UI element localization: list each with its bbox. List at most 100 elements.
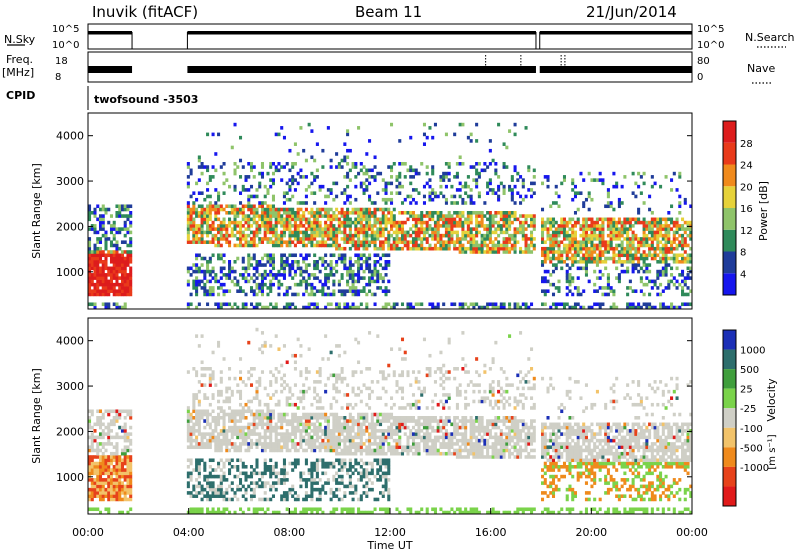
heatmap-cell bbox=[318, 396, 322, 400]
heatmap-cell bbox=[88, 465, 92, 469]
heatmap-cell bbox=[88, 461, 92, 466]
heatmap-cell bbox=[403, 230, 407, 235]
heatmap-cell bbox=[313, 263, 317, 267]
heatmap-cell bbox=[620, 253, 624, 258]
heatmap-cell bbox=[428, 126, 432, 130]
heatmap-cell bbox=[354, 292, 358, 297]
heatmap-cell bbox=[351, 292, 355, 297]
heatmap-cell bbox=[392, 230, 396, 235]
heatmap-cell bbox=[252, 396, 256, 400]
heatmap-cell bbox=[455, 230, 459, 235]
station-title: Inuvik (fitACF) bbox=[92, 3, 198, 21]
heatmap-cell bbox=[368, 253, 372, 258]
heatmap-cell bbox=[475, 240, 479, 244]
heatmap-cell bbox=[230, 435, 234, 440]
heatmap-cell bbox=[351, 240, 355, 244]
heatmap-cell bbox=[274, 422, 278, 427]
heatmap-cell bbox=[120, 269, 124, 274]
heatmap-cell bbox=[318, 207, 322, 212]
heatmap-cell bbox=[104, 481, 108, 485]
heatmap-cell bbox=[571, 279, 575, 284]
heatmap-cell bbox=[129, 286, 133, 290]
heatmap-cell bbox=[98, 269, 103, 274]
heatmap-cell bbox=[601, 217, 605, 222]
heatmap-cell bbox=[241, 406, 245, 410]
heatmap-cell bbox=[678, 260, 682, 264]
heatmap-cell bbox=[554, 230, 558, 235]
heatmap-cell bbox=[263, 386, 267, 391]
heatmap-cell bbox=[244, 438, 248, 443]
heatmap-cell bbox=[631, 230, 635, 235]
heatmap-cell bbox=[530, 237, 534, 241]
heatmap-cell bbox=[532, 181, 536, 186]
heatmap-cell bbox=[318, 445, 322, 449]
heatmap-cell bbox=[239, 220, 243, 225]
heatmap-cell bbox=[129, 214, 133, 218]
heatmap-cell bbox=[274, 445, 278, 449]
heatmap-cell bbox=[315, 487, 319, 492]
heatmap-cell bbox=[206, 292, 210, 297]
heatmap-cell bbox=[532, 227, 536, 231]
heatmap-cell bbox=[255, 292, 259, 297]
heatmap-cell bbox=[101, 292, 105, 297]
heatmap-cell bbox=[381, 227, 385, 231]
heatmap-cell bbox=[313, 158, 317, 163]
heatmap-cell bbox=[88, 227, 92, 231]
heatmap-cell bbox=[225, 178, 229, 182]
heatmap-cell bbox=[351, 243, 355, 248]
heatmap-cell bbox=[324, 448, 328, 453]
heatmap-cell bbox=[230, 269, 234, 274]
heatmap-cell bbox=[274, 471, 278, 476]
heatmap-cell bbox=[433, 122, 437, 127]
heatmap-cell bbox=[524, 233, 528, 238]
heatmap-cell bbox=[453, 302, 457, 307]
heatmap-cell bbox=[650, 243, 654, 248]
heatmap-cell bbox=[543, 250, 547, 254]
heatmap-cell bbox=[274, 305, 278, 310]
heatmap-cell bbox=[497, 305, 501, 310]
heatmap-cell bbox=[192, 211, 196, 215]
heatmap-cell bbox=[387, 230, 391, 235]
heatmap-cell bbox=[115, 494, 119, 498]
heatmap-cell bbox=[392, 217, 396, 222]
heatmap-cell bbox=[222, 357, 226, 361]
heatmap-cell bbox=[455, 237, 459, 241]
heatmap-cell bbox=[271, 204, 275, 209]
heatmap-cell bbox=[483, 214, 487, 218]
heatmap-cell bbox=[203, 487, 207, 492]
heatmap-cell bbox=[480, 233, 484, 238]
heatmap-cell bbox=[263, 276, 267, 280]
heatmap-cell bbox=[562, 302, 567, 307]
heatmap-cell bbox=[115, 256, 119, 261]
heatmap-cell bbox=[112, 455, 116, 459]
heatmap-cell bbox=[217, 286, 221, 290]
heatmap-cell bbox=[329, 165, 333, 169]
heatmap-cell bbox=[252, 507, 256, 512]
heatmap-cell bbox=[90, 256, 94, 261]
heatmap-cell bbox=[494, 230, 498, 235]
heatmap-cell bbox=[343, 289, 347, 293]
heatmap-cell bbox=[249, 243, 254, 248]
heatmap-cell bbox=[310, 478, 314, 482]
heatmap-cell bbox=[346, 220, 350, 225]
heatmap-cell bbox=[260, 220, 265, 225]
heatmap-cell bbox=[197, 224, 201, 228]
heatmap-cell bbox=[211, 276, 215, 280]
heatmap-cell bbox=[269, 484, 273, 489]
heatmap-cell bbox=[310, 481, 314, 485]
heatmap-cell bbox=[96, 289, 100, 293]
heatmap-cell bbox=[598, 224, 602, 228]
heatmap-cell bbox=[573, 260, 577, 264]
heatmap-cell bbox=[252, 204, 256, 209]
heatmap-cell bbox=[241, 435, 245, 440]
heatmap-cell bbox=[417, 214, 421, 218]
heatmap-cell bbox=[258, 237, 262, 241]
heatmap-cell bbox=[123, 227, 127, 231]
heatmap-cell bbox=[354, 289, 358, 293]
heatmap-cell bbox=[648, 220, 652, 225]
heatmap-cell bbox=[645, 237, 649, 241]
heatmap-cell bbox=[88, 276, 92, 280]
heatmap-cell bbox=[123, 273, 127, 277]
heatmap-cell bbox=[258, 184, 262, 189]
heatmap-cell bbox=[211, 224, 215, 228]
